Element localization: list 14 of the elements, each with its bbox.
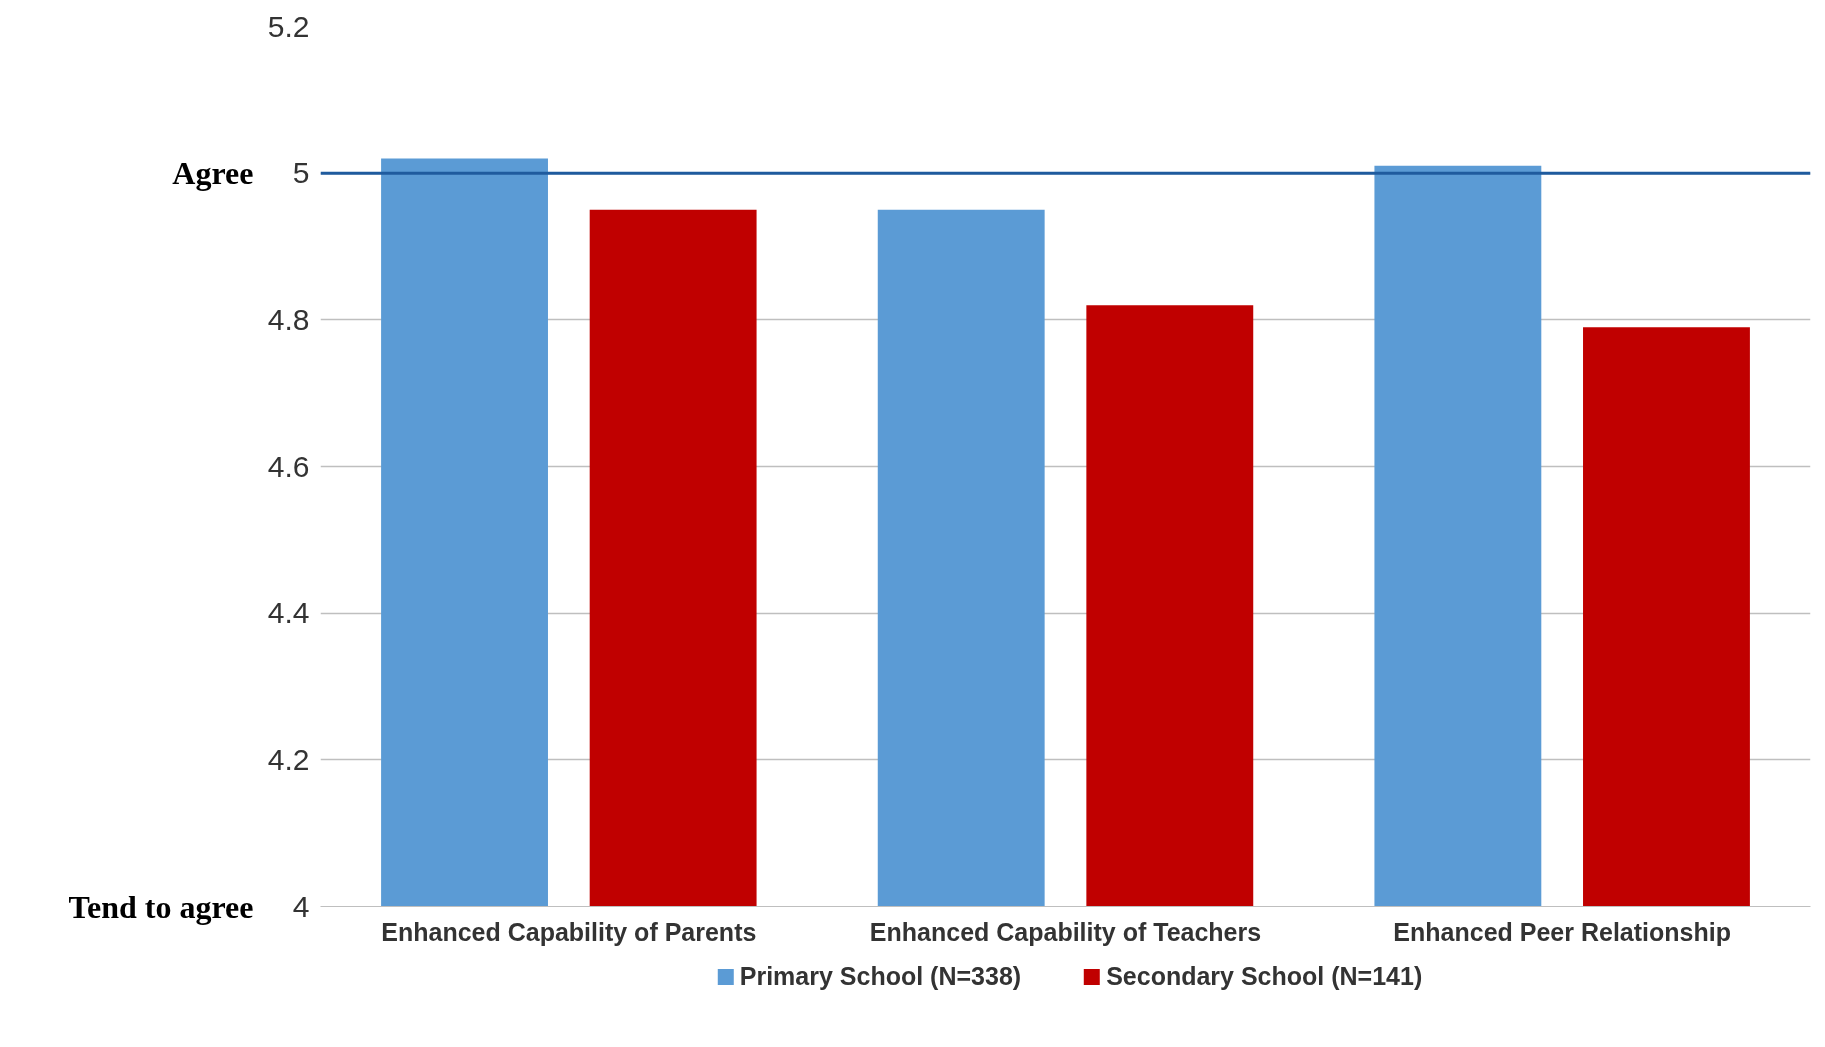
y-tick-label: 4.6 — [267, 449, 310, 483]
x-tick-label: Enhanced Peer Relationship — [1393, 917, 1731, 946]
y-tick-label: 4.4 — [267, 596, 310, 630]
y-tick-label: 4.8 — [267, 302, 310, 336]
y-tick-label: 5.2 — [267, 9, 310, 43]
text: Tend to agree — [68, 888, 254, 925]
x-tick-label: Enhanced Capability of Teachers — [869, 917, 1262, 946]
y-tick-label: 4.2 — [267, 742, 310, 776]
legend-label: Primary School (N=338) — [739, 961, 1022, 991]
y-tick-label: 4 — [292, 889, 310, 923]
legend-label: Secondary School (N=141) — [1106, 961, 1423, 991]
x-tick-label: Enhanced Capability of Parents — [381, 917, 757, 946]
ref-line-label: Agree — [172, 155, 254, 192]
y-tick-label: 5 — [292, 156, 310, 190]
